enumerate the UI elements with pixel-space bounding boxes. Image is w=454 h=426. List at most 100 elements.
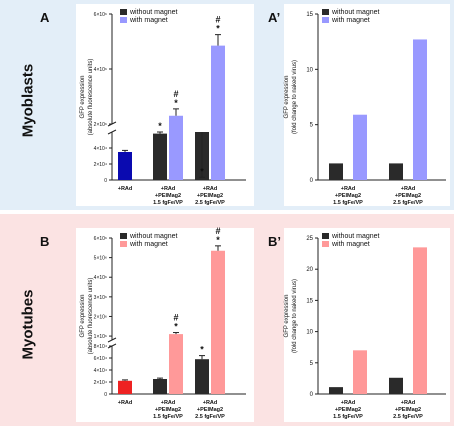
chart-1-significance-mark: * [200, 166, 204, 176]
chart-3-category-label: +RAd [118, 400, 133, 406]
chart-1-y-tick-label: 0 [104, 178, 107, 184]
panel-letter-b-prime: B’ [268, 234, 281, 249]
chart-1-category-label: +PEIMag2 [197, 193, 223, 199]
chart-3-y-tick-label: 4×10⁶ [94, 275, 107, 281]
chart-1-legend-swatch [120, 9, 127, 15]
chart-2-legend-swatch [322, 9, 329, 15]
chart-1-category-label: +RAd [161, 186, 176, 192]
chart-2-bar-without [329, 163, 343, 180]
chart-3-y-tick-label: 8×10⁴ [94, 344, 107, 350]
chart-2-category-label: +PEIMag2 [335, 193, 361, 199]
chart-1-category-label: 2.5 fgFe/VP [195, 200, 225, 206]
chart-3-category-label: +PEIMag2 [197, 407, 223, 413]
chart-3-bar-with [169, 334, 183, 394]
chart-3-category-label: 2.5 fgFe/VP [195, 414, 225, 420]
chart-1-y-axis-label: GFP expression [80, 76, 86, 119]
chart-4-category-label: +PEIMag2 [395, 407, 421, 413]
chart-2-legend-swatch [322, 17, 329, 23]
chart-4-category-label: +RAd [401, 400, 416, 406]
chart-4-bar-with [353, 350, 367, 394]
panel-letter-a: A [40, 10, 50, 25]
chart-3-legend-swatch [120, 241, 127, 247]
chart-1-category-label: +RAd [118, 186, 133, 192]
chart-3-category-label: +RAd [203, 400, 218, 406]
chart-4-y-axis-label: GFP expression [284, 295, 290, 338]
chart-3-significance-mark: # [215, 226, 220, 236]
chart-4-y-tick-label: 10 [306, 330, 313, 336]
chart-4-y-tick-label: 5 [310, 361, 314, 367]
chart-3-y-tick-label: 3×10⁶ [94, 295, 107, 301]
chart-1-legend-label: without magnet [129, 9, 178, 16]
chart-4-legend-label: with magnet [331, 241, 370, 248]
chart-3-category-label: +PEIMag2 [155, 407, 181, 413]
chart-3-significance-mark: * [200, 345, 204, 355]
chart-4-legend-swatch [322, 241, 329, 247]
chart-2-bar-with [413, 39, 427, 180]
chart-3-legend-label: with magnet [129, 241, 168, 248]
chart-1-bar-base [118, 152, 132, 180]
chart-3-y-tick-label: 1×10⁶ [94, 334, 107, 340]
chart-4-bar-with [413, 247, 427, 394]
chart-4-legend-label: without magnet [331, 233, 380, 240]
panel-letter-b: B [40, 234, 50, 249]
chart-3-y-axis-label: GFP expression [80, 295, 86, 338]
chart-3-y-tick-label: 6×10⁴ [94, 356, 107, 362]
chart-3-y-tick-label: 2×10⁶ [94, 314, 107, 320]
chart-3-y-tick-label: 0 [104, 392, 107, 398]
chart-3-y-tick-label: 6×10⁶ [94, 236, 107, 242]
chart-3-significance-mark: * [216, 235, 220, 245]
chart-2-y-tick-label: 0 [310, 178, 314, 184]
chart-2-y-axis-label: (fold change to naked virus) [292, 60, 298, 134]
chart-2-legend-label: without magnet [331, 9, 380, 16]
chart-1-y-tick-label: 4×10⁶ [94, 67, 107, 73]
chart-1-category-label: +PEIMag2 [155, 193, 181, 199]
chart-1-bar-with [169, 115, 183, 180]
chart-3-legend-swatch [120, 233, 127, 239]
chart-3-y-axis-label: (absolute fluorescence units) [88, 278, 94, 355]
chart-1-y-axis-label: (absolute fluorescence units) [88, 59, 94, 136]
chart-2-category-label: +RAd [401, 186, 416, 192]
chart-2-y-tick-label: 15 [306, 12, 313, 18]
chart-4-legend-swatch [322, 233, 329, 239]
chart-4-y-tick-label: 15 [306, 298, 313, 304]
chart-1-axis-break-mark [107, 129, 117, 135]
chart-3-y-tick-label: 5×10⁶ [94, 256, 107, 262]
chart-1-significance-mark: # [215, 15, 220, 25]
chart-4-category-label: 2.5 fgFe/VP [393, 414, 423, 420]
chart-2-category-label: +RAd [341, 186, 356, 192]
chart-2-category-label: 2.5 fgFe/VP [393, 200, 423, 206]
chart-4-bar-without [329, 387, 343, 394]
chart-3-y-tick-label: 2×10⁴ [94, 380, 107, 386]
chart-2-category-label: 1.5 fgFe/VP [333, 200, 363, 206]
chart-4-y-tick-label: 0 [310, 392, 314, 398]
chart-4-bar-without [389, 377, 403, 394]
chart-3-axis-break-mark [107, 337, 117, 343]
chart-4-category-label: 1.5 fgFe/VP [333, 414, 363, 420]
chart-4-y-tick-label: 25 [306, 236, 313, 242]
chart-3-bar-base [118, 380, 132, 394]
chart-3-bar-without [153, 379, 167, 394]
chart-1-y-tick-label: 6×10⁶ [94, 12, 107, 18]
chart-1-legend-swatch [120, 17, 127, 23]
chart-4-y-axis-label: (fold change to naked virus) [292, 279, 298, 353]
chart-1-y-tick-label: 4×10⁴ [94, 146, 107, 152]
chart-2-legend-label: with magnet [331, 17, 370, 24]
chart-2-category-label: +PEIMag2 [395, 193, 421, 199]
chart-3-bar-without [195, 359, 209, 394]
chart-1-category-label: +RAd [203, 186, 218, 192]
chart-1-significance-mark: * [158, 121, 162, 131]
chart-3-legend-label: without magnet [129, 233, 178, 240]
chart-1-significance-mark: # [173, 89, 178, 99]
chart-2-bar-without [389, 163, 403, 180]
chart-1-bar-with [211, 45, 225, 180]
chart-4-category-label: +RAd [341, 400, 356, 406]
chart-1-y-tick-label: 2×10⁶ [94, 122, 107, 128]
chart-3-bar-with [211, 250, 225, 394]
chart-4-y-tick-label: 20 [306, 267, 313, 273]
chart-3-y-tick-label: 4×10⁴ [94, 368, 107, 374]
chart-1-significance-mark: * [174, 98, 178, 108]
chart-1-bar-without [153, 133, 167, 180]
chart-2-y-tick-label: 5 [310, 123, 314, 129]
chart-1-legend-label: with magnet [129, 17, 168, 24]
